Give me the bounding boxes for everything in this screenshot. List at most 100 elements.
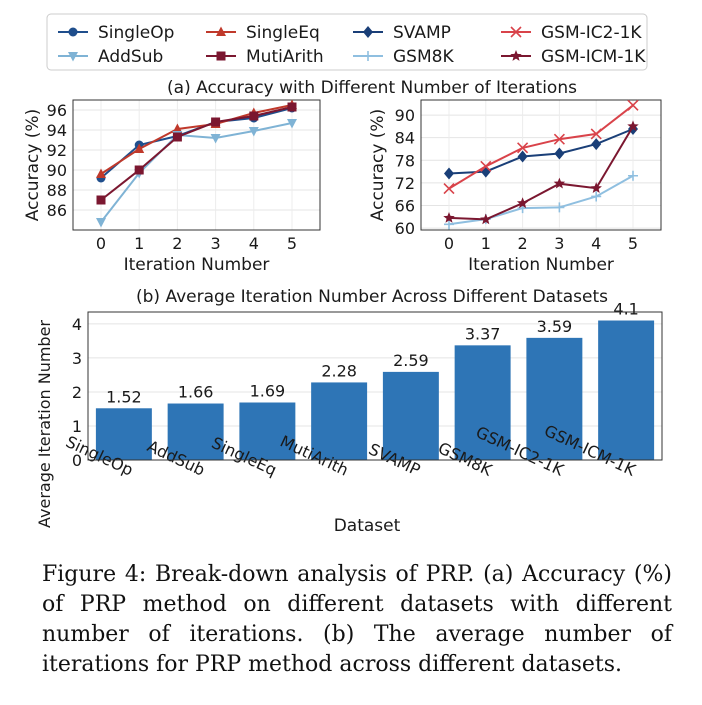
bar (239, 402, 296, 460)
data-point (134, 165, 144, 175)
legend-marker (363, 26, 373, 38)
y-tick-label: 66 (395, 197, 415, 216)
legend-marker (68, 27, 78, 37)
bar-value-label: 1.69 (250, 382, 286, 401)
data-point (591, 138, 602, 151)
chart-a-title: (a) Accuracy with Different Number of It… (167, 78, 577, 98)
chart-a-right-accuracy: 60 66 72 78 84 90 0 1 2 3 4 5 Iteration Number Accura… (368, 99, 662, 275)
y-tick-label: 86 (47, 201, 67, 220)
y-tick-label: 60 (395, 219, 415, 238)
data-point (627, 120, 639, 132)
data-point (516, 197, 529, 209)
data-point (444, 167, 454, 180)
data-point (517, 150, 528, 163)
data-point (96, 168, 106, 178)
data-point (591, 191, 602, 202)
data-point (628, 170, 638, 181)
x-axis-label: Iteration Number (124, 255, 270, 275)
bar (167, 403, 224, 460)
data-point (627, 99, 639, 111)
bar-value-label: 2.28 (321, 361, 357, 380)
figure-canvas: SingleOp SingleEq SVAMP GSM-IC2-1K AddSub Mut… (23, 13, 663, 536)
legend-label: GSM-IC2-1K (541, 23, 642, 43)
x-tick-label: 3 (211, 234, 221, 253)
y-tick-label: 94 (47, 121, 67, 140)
legend: SingleOp SingleEq SVAMP GSM-IC2-1K AddSub Mut… (46, 13, 648, 71)
y-tick-label: 2 (72, 383, 82, 402)
bar (526, 337, 583, 460)
data-point (96, 218, 106, 228)
x-axis-label: Iteration Number (468, 255, 614, 275)
legend-label: AddSub (98, 47, 163, 67)
chart-b-title: (b) Average Iteration Number Across Diff… (136, 287, 608, 307)
data-point (443, 182, 455, 195)
data-point (444, 219, 454, 230)
bar-value-label: 3.37 (465, 324, 501, 343)
legend-marker (216, 51, 226, 61)
data-point (172, 132, 182, 142)
data-point (96, 195, 106, 205)
x-tick-label: 0 (444, 234, 454, 253)
x-tick-label: 1 (134, 234, 144, 253)
x-tick-label: 4 (591, 234, 601, 253)
series-line (100, 107, 293, 179)
x-tick-label: 3 (554, 234, 564, 253)
y-tick-label: 78 (395, 151, 415, 170)
x-tick-label: 4 (249, 234, 259, 253)
y-axis-label: Average Iteration Number (35, 320, 54, 528)
legend-marker (510, 26, 522, 38)
data-point (554, 202, 565, 213)
y-tick-label: 90 (395, 106, 415, 125)
legend-label: SingleOp (98, 23, 174, 43)
bar (95, 408, 152, 460)
bar-value-label: 3.59 (537, 317, 573, 336)
bar (311, 382, 368, 460)
x-tick-label: 1 (481, 234, 491, 253)
data-point (248, 127, 259, 137)
bar-value-label: 1.52 (106, 387, 142, 406)
x-tick-label: 5 (628, 234, 638, 253)
bar (382, 371, 439, 460)
series-line (100, 122, 293, 223)
y-axis-label: Accuracy (%) (368, 109, 388, 221)
data-point (553, 177, 566, 189)
x-tick-label: 0 (96, 234, 106, 253)
series-line (448, 128, 634, 175)
data-point (480, 160, 492, 172)
y-tick-label: 96 (47, 101, 67, 120)
legend-marker (363, 51, 373, 61)
x-tick-label: 5 (287, 234, 297, 253)
data-point (553, 133, 565, 145)
data-point (134, 143, 145, 153)
series-line (100, 106, 293, 201)
data-point (287, 119, 297, 129)
data-point (590, 182, 602, 194)
data-point (480, 213, 492, 225)
legend-frame (46, 13, 648, 71)
data-point (211, 117, 221, 127)
legend-label: GSM-ICM-1K (541, 47, 646, 67)
y-tick-label: 3 (72, 349, 82, 368)
legend-marker (216, 26, 226, 36)
y-tick-label: 72 (395, 174, 415, 193)
series-line (448, 125, 634, 221)
y-tick-label: 90 (47, 161, 67, 180)
data-point (172, 123, 183, 133)
bar-value-label: 1.66 (178, 383, 214, 402)
data-point (590, 128, 602, 140)
y-axis-label: Accuracy (%) (23, 109, 43, 221)
bar (598, 320, 655, 460)
figure-caption: Figure 4: Break-down analysis of PRP. (a… (42, 562, 672, 677)
legend-label: MutiArith (246, 47, 324, 67)
data-point (443, 211, 455, 223)
legend-marker (510, 50, 522, 61)
data-point (287, 102, 297, 112)
x-axis-label: Dataset (334, 516, 401, 536)
plot-frame (87, 311, 663, 461)
data-point (554, 147, 565, 160)
x-tick-label: 2 (172, 234, 182, 253)
plot-frame (420, 99, 662, 231)
y-tick-label: 0 (72, 451, 82, 470)
